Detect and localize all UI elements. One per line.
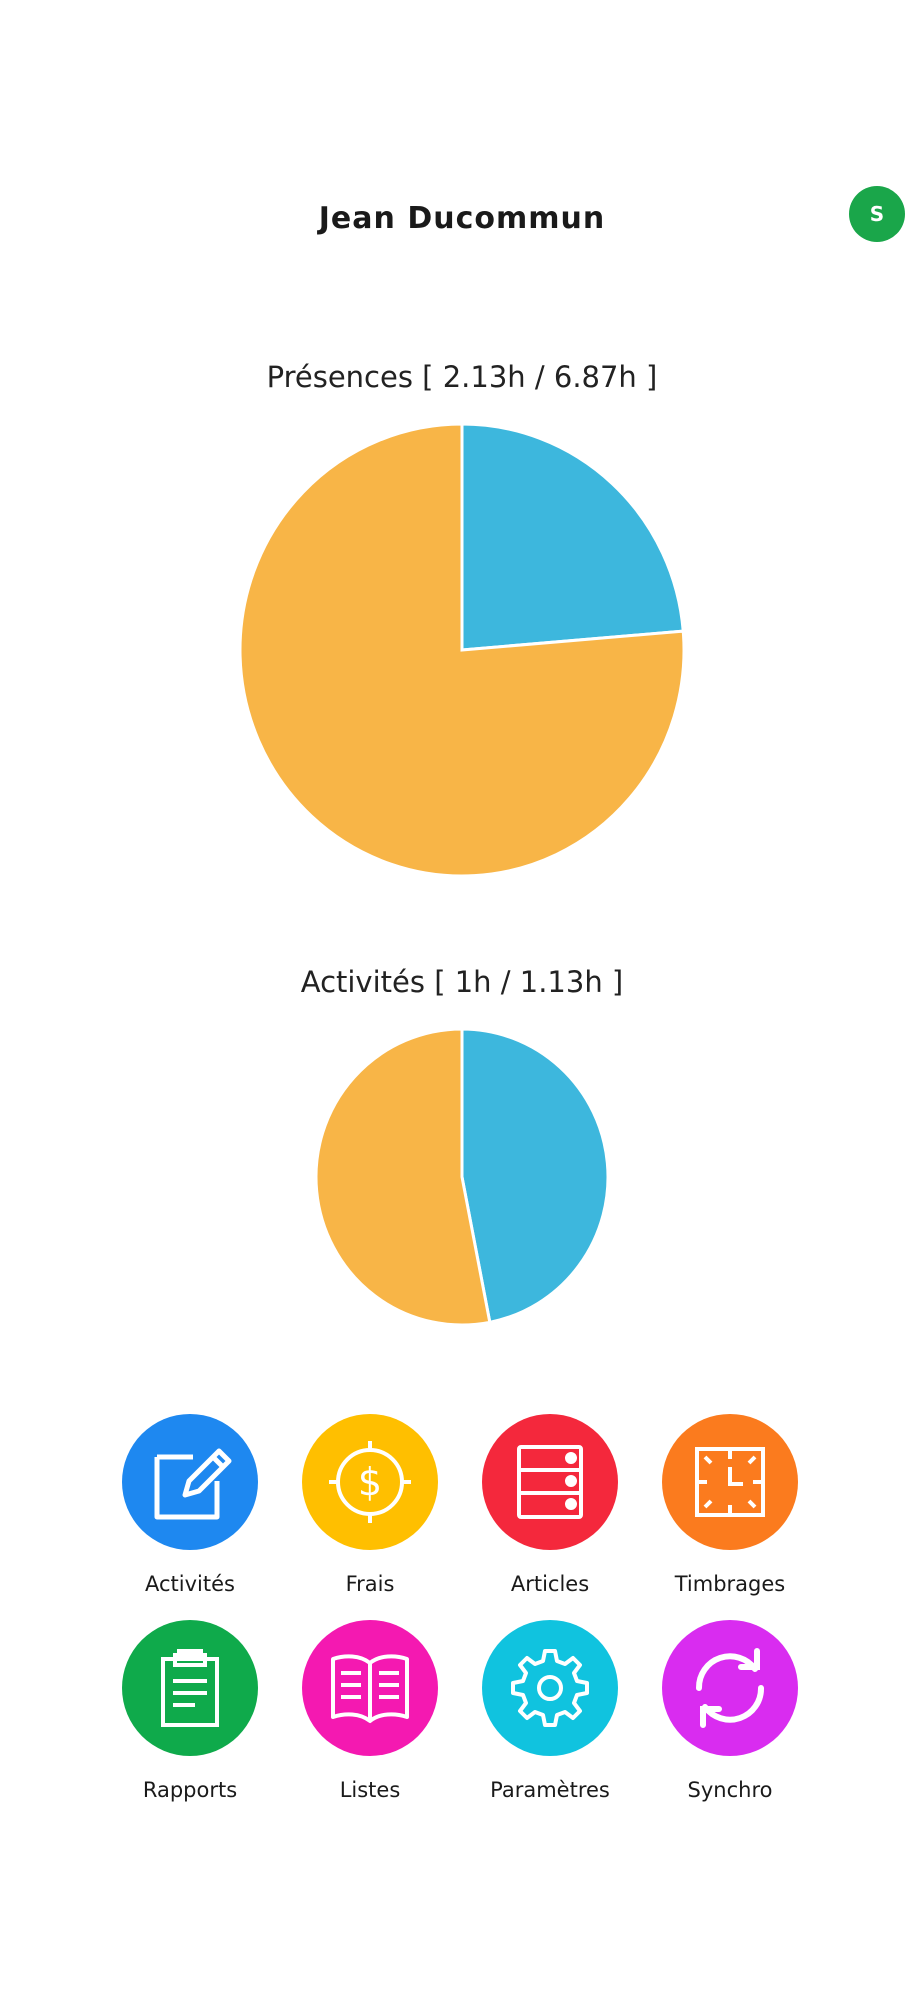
menu-frais-label: Frais [345, 1572, 395, 1596]
presences-pie-chart [238, 422, 686, 878]
menu-synchro-label: Synchro [687, 1778, 773, 1802]
menu-parametres-button[interactable]: Paramètres [450, 1620, 650, 1802]
menu-activites-label: Activités [145, 1572, 235, 1596]
clock-icon [695, 1447, 765, 1517]
gear-icon [511, 1649, 589, 1727]
user-name-title: Jean Ducommun [318, 201, 606, 236]
activites-pie-chart [314, 1027, 610, 1327]
menu-rapports-circle [122, 1620, 258, 1756]
server-list-icon [517, 1445, 583, 1519]
sync-icon [695, 1648, 765, 1728]
pie-slice-0 [460, 422, 685, 652]
book-icon [331, 1654, 409, 1723]
edit-icon [154, 1448, 232, 1520]
menu-frais-circle: $ [302, 1414, 438, 1550]
menu-rapports-label: Rapports [142, 1778, 238, 1802]
menu-activites-circle [122, 1414, 258, 1550]
menu-articles-label: Articles [510, 1572, 590, 1596]
activites-chart-title: Activités [ 1h / 1.13h ] [300, 965, 624, 999]
menu-articles-circle [482, 1414, 618, 1550]
menu-rapports-button[interactable]: Rapports [90, 1620, 290, 1802]
menu-listes-circle [302, 1620, 438, 1756]
menu-timbrages-label: Timbrages [674, 1572, 786, 1596]
pie-slice-0 [460, 1027, 610, 1325]
menu-parametres-label: Paramètres [490, 1778, 610, 1802]
dollar-coin-icon: $ [329, 1441, 411, 1523]
menu-listes-label: Listes [339, 1778, 401, 1802]
menu-frais-button[interactable]: $ Frais [270, 1414, 470, 1596]
menu-synchro-circle [662, 1620, 798, 1756]
sync-status-badge[interactable]: S [849, 186, 905, 242]
pie-slice-1 [238, 422, 686, 878]
clipboard-icon [161, 1649, 219, 1727]
menu-parametres-circle [482, 1620, 618, 1756]
menu-timbrages-circle [662, 1414, 798, 1550]
svg-text:$: $ [358, 1460, 382, 1504]
pie-slice-1 [314, 1027, 492, 1327]
presences-chart-title: Présences [ 2.13h / 6.87h ] [266, 360, 658, 394]
menu-listes-button[interactable]: Listes [270, 1620, 470, 1802]
menu-synchro-button[interactable]: Synchro [630, 1620, 830, 1802]
menu-activites-button[interactable]: Activités [90, 1414, 290, 1596]
menu-timbrages-button[interactable]: Timbrages [630, 1414, 830, 1596]
menu-articles-button[interactable]: Articles [450, 1414, 650, 1596]
